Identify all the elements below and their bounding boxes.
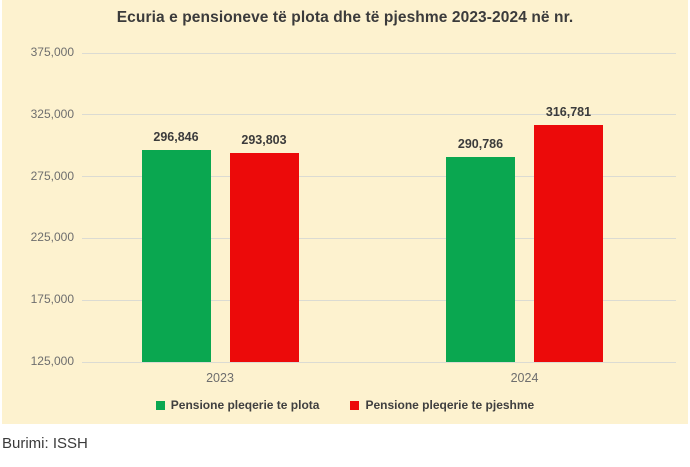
x-axis-label-2023: 2023 (206, 371, 234, 385)
bar-value-label: 290,786 (457, 137, 504, 152)
legend-item: Pensione pleqerie te pjeshme (350, 398, 534, 412)
legend-item: Pensione pleqerie te plota (155, 398, 320, 412)
bar-pensione-pleqerie-te-plota-2024 (446, 157, 515, 362)
y-axis-tick-label: 375,000 (30, 45, 74, 59)
plot-area: 296,846 290,786 293,803 316,781 2023 2024 (82, 52, 676, 385)
gridline (82, 237, 676, 239)
bar-value-label: 296,846 (153, 129, 199, 144)
gridline (82, 361, 676, 363)
gridline (82, 52, 676, 54)
gridline (82, 114, 676, 116)
legend-label: Pensione pleqerie te pjeshme (365, 398, 535, 412)
bar-pensione-pleqerie-te-pjeshme-2024 (534, 124, 603, 362)
y-axis-tick-label: 175,000 (30, 292, 74, 307)
gridline (82, 176, 676, 178)
y-axis-tick-label: 275,000 (30, 168, 74, 183)
legend-swatch (350, 400, 360, 410)
bar-value-label: 316,781 (545, 104, 592, 119)
y-axis-tick-label: 125,000 (30, 354, 74, 368)
chart-legend: Pensione pleqerie te plota Pensione pleqe… (2, 398, 688, 412)
y-axis-tick-label: 225,000 (30, 230, 74, 245)
bar-pensione-pleqerie-te-plota-2023 (141, 149, 211, 362)
bar-pensione-pleqerie-te-pjeshme-2023 (229, 153, 299, 362)
source-caption: Burimi: ISSH (2, 435, 88, 452)
x-axis-label-2024: 2024 (510, 371, 539, 385)
gridline (82, 299, 676, 301)
bar-value-label: 293,803 (241, 133, 287, 148)
legend-swatch (155, 400, 165, 410)
legend-label: Pensione pleqerie te plota (170, 398, 320, 412)
chart-title: Ecuria e pensioneve të plota dhe të pjes… (116, 9, 574, 26)
chart-container: Ecuria e pensioneve të plota dhe të pjes… (2, 0, 688, 424)
y-axis-tick-label: 325,000 (30, 106, 74, 121)
